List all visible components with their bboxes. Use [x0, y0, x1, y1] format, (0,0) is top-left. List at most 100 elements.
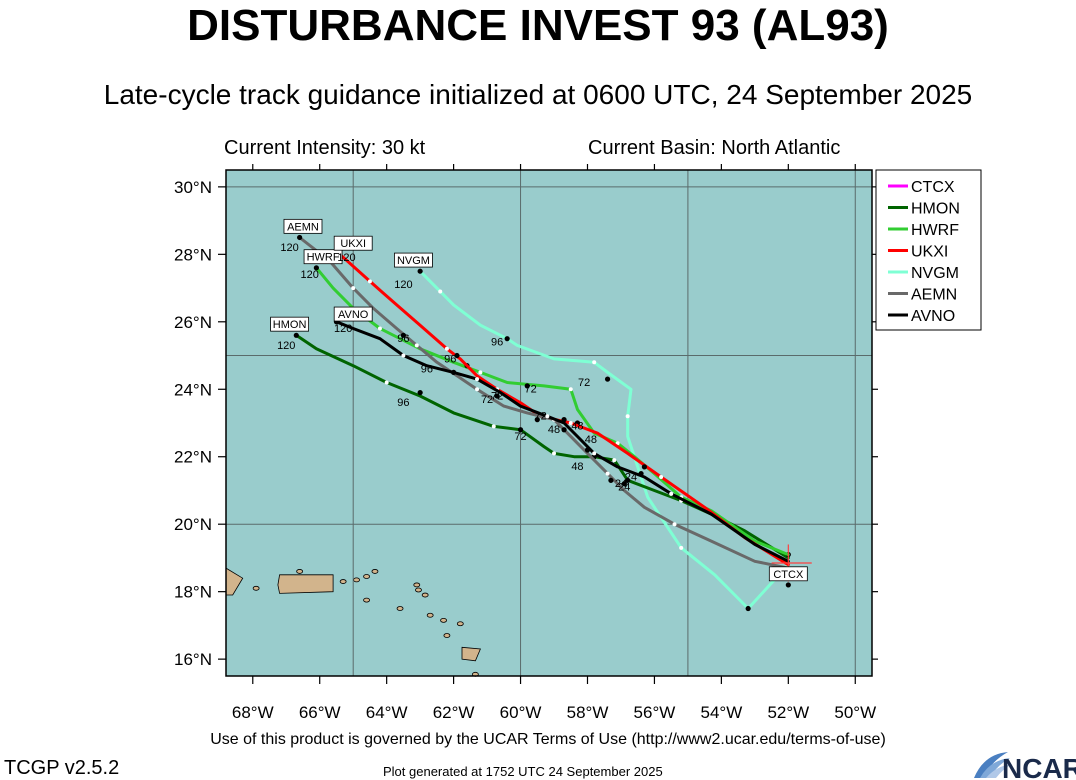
x-tick-label: 56°W: [634, 703, 676, 722]
track-dot-aemn: [561, 427, 567, 433]
legend-entry-hmon: HMON: [911, 201, 960, 218]
x-tick-label: 68°W: [232, 703, 274, 722]
track-marker-aemn: [414, 343, 419, 348]
version-label: TCGP v2.5.2: [4, 757, 120, 779]
forecast-hour-label: 48: [585, 434, 597, 446]
track-dot-hmon: [417, 390, 423, 396]
track-dot-hwrf: [524, 383, 530, 389]
model-box-label-ukxi: UKXI: [340, 238, 366, 250]
forecast-hour-label: 48: [571, 421, 583, 433]
island-shape: [421, 592, 429, 598]
x-tick-label: 60°W: [500, 703, 542, 722]
forecast-hour-label: 96: [491, 336, 503, 348]
puerto-rico-shape: [277, 574, 334, 594]
page-title: DISTURBANCE INVEST 93 (AL93): [187, 1, 889, 50]
track-marker-hwrf: [478, 370, 483, 375]
forecast-hour-label: 120: [334, 323, 352, 335]
forecast-hour-label: 120: [277, 340, 295, 352]
forecast-hour-label: 48: [548, 424, 560, 436]
legend: CTCX HMON HWRF UKXI NVGM AEMN AVNO: [875, 169, 982, 331]
track-marker-hwrf: [568, 387, 573, 392]
model-box-label-hmon: HMON: [273, 319, 307, 331]
model-box-avno: [333, 306, 373, 322]
legend-entry-nvgm: NVGM: [911, 265, 959, 282]
track-marker-ukxi: [568, 421, 573, 425]
island-shape: [353, 577, 360, 583]
track-marker-avno: [475, 377, 480, 382]
track-marker-avno: [592, 451, 597, 456]
model-box-hwrf: [303, 249, 343, 265]
terms-of-use: Use of this product is governed by the U…: [210, 731, 886, 748]
track-marker-aemn: [475, 387, 480, 392]
track-dot-nvgm: [745, 605, 751, 612]
y-tick-label: 28°N: [174, 245, 212, 264]
island-shape: [396, 606, 404, 611]
model-box-label-hwrf: HWRF: [307, 252, 340, 264]
track-marker-nvgm: [592, 360, 597, 365]
ncar-logo: NCAR: [974, 752, 1076, 780]
ncar-logo-text: NCAR: [1002, 753, 1076, 780]
ncar-logo-icon: [974, 752, 1012, 778]
model-box-label-aemn: AEMN: [287, 221, 319, 233]
track-marker-hwrf: [377, 326, 382, 331]
track-dot-aemn: [494, 393, 500, 399]
map-ocean: [226, 170, 872, 676]
model-box-ctcx: [768, 566, 808, 582]
y-tick-label: 24°N: [174, 380, 212, 399]
track-marker-ukxi: [367, 279, 372, 284]
forecast-hour-label: 120: [300, 269, 318, 281]
map-frame: [225, 169, 873, 677]
land-masses: [225, 567, 481, 677]
track-dot-ukxi: [454, 352, 460, 359]
forecast-hour-label: 72: [535, 411, 547, 423]
forecast-hour-label: 72: [481, 394, 493, 406]
page-subtitle: Late-cycle track guidance initialized at…: [103, 79, 973, 110]
legend-entry-ctcx: CTCX: [911, 179, 955, 196]
track-marker-aemn: [351, 286, 356, 291]
track-dot-avno: [608, 477, 614, 483]
current-basin: Current Basin: North Atlantic: [588, 137, 841, 159]
track-dot-hmon: [293, 332, 299, 338]
track-marker-nvgm: [625, 414, 630, 419]
forecast-hour-label: 120: [337, 252, 355, 264]
track-marker-hmon: [612, 458, 617, 463]
track-marker-avno: [401, 353, 406, 358]
forecast-hour-label: 96: [397, 333, 409, 345]
track-labels: 7296120NVGM487296120HMON7296120HWRF48721…: [270, 218, 808, 582]
track-dot-aemn: [297, 234, 303, 241]
track-dot-aemn: [621, 481, 627, 487]
legend-entry-aemn: AEMN: [911, 287, 957, 304]
x-tick-label: 54°W: [700, 703, 742, 722]
island-shape: [456, 621, 464, 627]
y-tick-label: 16°N: [174, 650, 212, 669]
track-marker-hmon: [552, 451, 557, 456]
model-box-label-avno: AVNO: [338, 309, 369, 321]
x-tick-label: 52°W: [767, 703, 809, 722]
x-tick-label: 58°W: [567, 703, 609, 722]
y-tick-label: 18°N: [174, 583, 212, 602]
track-dot-aemn: [400, 332, 406, 338]
forecast-hour-label: 96: [397, 397, 409, 409]
forecast-hour-label: 120: [280, 242, 298, 254]
y-tick-label: 26°N: [174, 313, 212, 332]
model-box-label-ctcx: CTCX: [773, 569, 804, 581]
model-box-hmon: [270, 316, 309, 332]
x-tick-label: 64°W: [366, 703, 408, 722]
track-marker-hmon: [384, 380, 389, 385]
track-marker-hmon: [491, 424, 496, 429]
island-shape: [443, 633, 451, 638]
forecast-hour-label: 24: [615, 478, 627, 490]
island-shape: [426, 612, 434, 618]
island-shape: [371, 569, 379, 574]
model-box-label-nvgm: NVGM: [397, 255, 430, 267]
track-dot-nvgm: [604, 376, 611, 382]
track-dot-avno: [451, 369, 457, 375]
legend-entry-avno: AVNO: [911, 308, 955, 325]
x-tick-label: 62°W: [433, 703, 475, 722]
y-tick-label: 20°N: [174, 515, 212, 534]
track-dot-nvgm: [504, 336, 510, 342]
axis-ticks: 68°W 66°W 64°W 62°W 60°W 58°W 56°W 54°W 52°W 50°W…: [174, 164, 878, 722]
forecast-hour-label: 24: [625, 471, 637, 483]
model-box-aemn: [283, 218, 323, 234]
